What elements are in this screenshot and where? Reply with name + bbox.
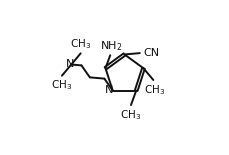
- Text: CN: CN: [144, 48, 160, 58]
- Text: N: N: [66, 59, 74, 69]
- Text: N: N: [105, 85, 114, 95]
- Text: CH$_3$: CH$_3$: [144, 83, 165, 97]
- Text: CH$_3$: CH$_3$: [70, 37, 92, 51]
- Text: CH$_3$: CH$_3$: [120, 108, 141, 122]
- Text: NH$_2$: NH$_2$: [100, 39, 123, 53]
- Text: CH$_3$: CH$_3$: [51, 78, 72, 92]
